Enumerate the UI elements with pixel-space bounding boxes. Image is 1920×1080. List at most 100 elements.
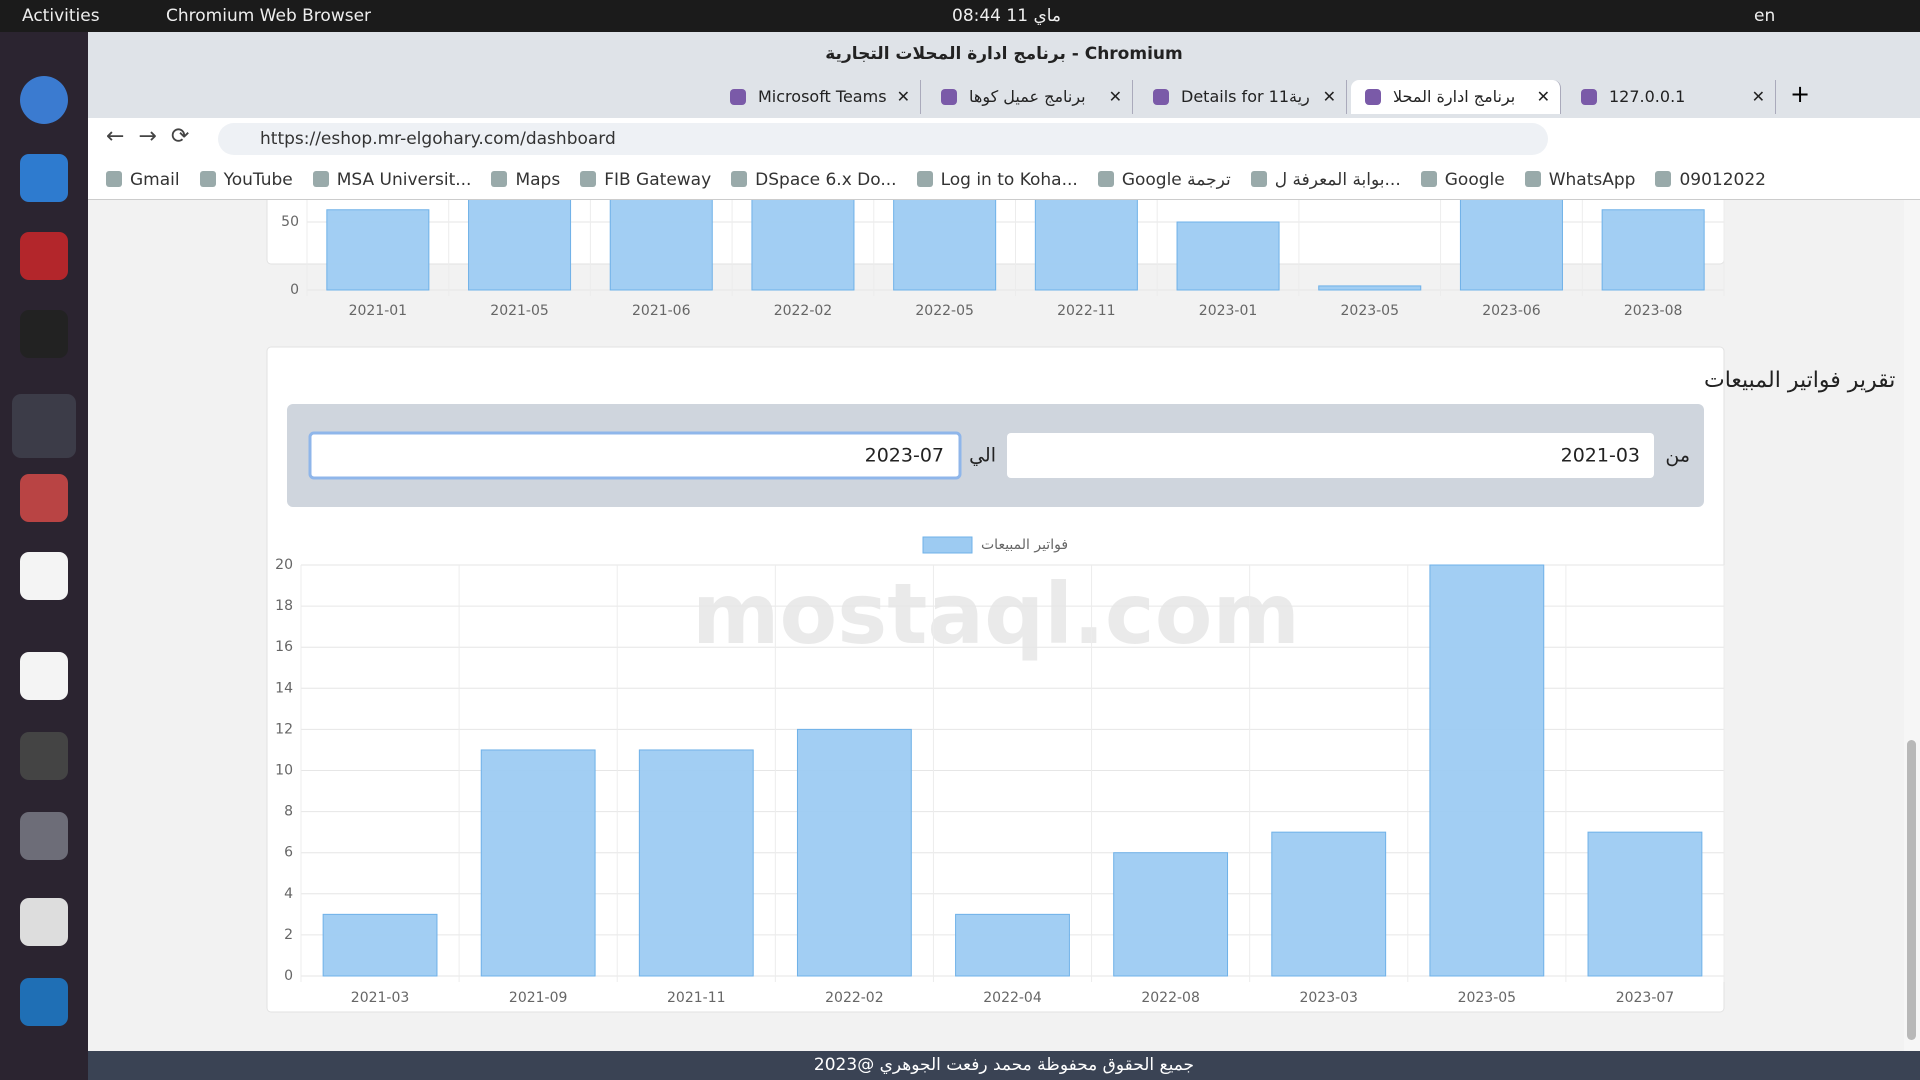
legend-label: فواتير المبيعات [981, 537, 1068, 553]
dock-icon[interactable] [20, 898, 68, 946]
x-tick-label: 2023-05 [1341, 303, 1400, 319]
x-tick-label: 2022-08 [1141, 990, 1200, 1006]
x-tick-label: 2021-06 [632, 303, 691, 319]
tab-title: برنامج ادارة المحلا [1393, 87, 1516, 106]
bar [1587, 831, 1703, 977]
x-tick-label: 2023-01 [1199, 303, 1258, 319]
y-tick-label: 12 [275, 721, 293, 737]
dock-icon[interactable] [20, 812, 68, 860]
tab[interactable]: Microsoft Teams ✕ [716, 80, 921, 114]
bar [468, 200, 572, 291]
bar [1271, 831, 1387, 977]
y-tick-label: 20 [275, 557, 293, 573]
tab[interactable]: 127.0.0.1 ✕ [1567, 80, 1776, 114]
dock-icon[interactable] [20, 232, 68, 280]
bar [1459, 200, 1563, 291]
bar [1429, 564, 1545, 977]
dock-icon[interactable] [20, 474, 68, 522]
x-tick-label: 2022-05 [915, 303, 974, 319]
page-content: تقرير فواتير المبيعات من 2021-03 الي 202… [88, 200, 1904, 1051]
dock-icon[interactable] [20, 552, 68, 600]
x-tick-label: 2021-05 [490, 303, 549, 319]
y-tick-label: 10 [275, 763, 293, 779]
to-input[interactable] [308, 431, 962, 480]
x-tick-label: 2023-06 [1482, 303, 1541, 319]
tab-active[interactable]: برنامج ادارة المحلا ✕ [1351, 80, 1561, 114]
bookmarks-bar: Gmail YouTube MSA Universit... Maps FIB … [88, 160, 1920, 200]
x-tick-label: 2022-02 [825, 990, 884, 1006]
bookmark[interactable]: Maps [491, 170, 560, 190]
dock-icon[interactable] [20, 978, 68, 1026]
tab-title: 127.0.0.1 [1609, 87, 1686, 106]
x-tick-label: 2023-05 [1458, 990, 1517, 1006]
bookmark[interactable]: 09012022 [1655, 170, 1766, 190]
x-tick-label: 2021-09 [509, 990, 567, 1006]
bar [1034, 200, 1138, 291]
app-name: Chromium Web Browser [166, 6, 372, 26]
y-tick-label: 0 [290, 282, 299, 298]
new-tab[interactable]: + [1790, 80, 1811, 108]
bookmark[interactable]: FIB Gateway [580, 170, 711, 190]
x-tick-label: 2021-03 [351, 990, 410, 1006]
y-tick-label: 16 [275, 639, 293, 655]
dock [0, 32, 88, 1080]
from-label: من [1665, 445, 1690, 467]
bookmark[interactable]: بوابة المعرفة ل... [1251, 170, 1401, 190]
to-label: الي [969, 445, 996, 467]
bar [638, 749, 754, 977]
bar [322, 913, 438, 977]
x-tick-label: 2022-04 [983, 990, 1042, 1006]
bookmark[interactable]: DSpace 6.x Do... [731, 170, 896, 190]
bar [1113, 852, 1229, 977]
dock-icon[interactable] [12, 394, 76, 458]
activities[interactable]: Activities [22, 6, 100, 26]
y-tick-label: 8 [284, 804, 293, 820]
tab-title: برنامج عميل كوها [969, 87, 1086, 106]
from-value: 2021-03 [1561, 445, 1640, 467]
bookmark[interactable]: WhatsApp [1525, 170, 1636, 190]
report-title: تقرير فواتير المبيعات [1704, 368, 1895, 393]
y-tick-label: 18 [275, 598, 293, 614]
x-tick-label: 2023-03 [1299, 990, 1358, 1006]
bookmark[interactable]: Log in to Koha... [917, 170, 1078, 190]
dock-icon[interactable] [20, 76, 68, 124]
bar [480, 749, 596, 977]
language[interactable]: en [1754, 6, 1776, 26]
bar [796, 728, 912, 977]
from-input[interactable] [1007, 433, 1654, 478]
watermark: mostaql.com [692, 565, 1300, 663]
x-tick-label: 2021-01 [349, 303, 408, 319]
tab-strip: Microsoft Teams ✕ برنامج عميل كوها ✕ Detai… [88, 76, 1920, 118]
address-bar[interactable]: https://eshop.mr-elgohary.com/dashboard [218, 123, 1548, 155]
bookmark[interactable]: MSA Universit... [313, 170, 472, 190]
bookmark[interactable]: YouTube [200, 170, 293, 190]
x-tick-label: 2021-11 [667, 990, 726, 1006]
dock-icon[interactable] [20, 154, 68, 202]
dock-icon[interactable] [20, 732, 68, 780]
bar [1601, 209, 1705, 291]
tab[interactable]: Details for 11رية ✕ [1139, 80, 1347, 114]
bookmark[interactable]: Gmail [106, 170, 180, 190]
bar [893, 200, 997, 291]
clock[interactable]: ماي 11 08:44 [952, 6, 1062, 26]
x-tick-label: 2023-08 [1624, 303, 1683, 319]
nav-buttons[interactable]: ← → ⟳ [106, 124, 190, 149]
window-title: برنامج ادارة المحلات التجارية - Chromium [88, 32, 1920, 76]
y-tick-label: 0 [284, 968, 293, 984]
os-top-bar: Activities Chromium Web Browser ماي 11 0… [0, 0, 1920, 32]
tab[interactable]: برنامج عميل كوها ✕ [927, 80, 1133, 114]
bookmark[interactable]: Google [1421, 170, 1505, 190]
dock-icon[interactable] [20, 310, 68, 358]
scroll-thumb[interactable] [1907, 740, 1916, 1040]
bookmark[interactable]: Google ترجمة [1098, 170, 1231, 190]
bar [955, 913, 1070, 977]
filter-box [287, 404, 1704, 507]
x-tick-label: 2023-07 [1616, 990, 1675, 1006]
y-tick-label: 4 [284, 886, 293, 902]
bar [1176, 221, 1280, 291]
dashboard: تقرير فواتير المبيعات من 2021-03 الي 202… [266, 200, 1895, 1013]
bar [751, 200, 855, 291]
dock-icon[interactable] [20, 652, 68, 700]
bar [1318, 285, 1422, 291]
